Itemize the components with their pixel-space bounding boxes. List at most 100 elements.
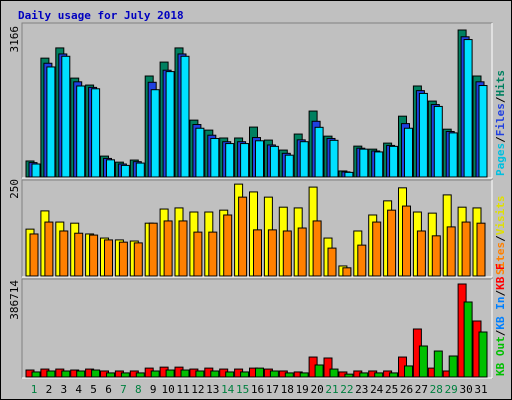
x-tick-label: 30 xyxy=(459,383,472,396)
bar xyxy=(180,55,190,178)
bar xyxy=(418,92,428,178)
bar xyxy=(165,369,175,378)
legend-entry: Visits xyxy=(494,196,507,236)
bar xyxy=(329,139,339,178)
bar xyxy=(76,85,86,178)
x-tick-label: 12 xyxy=(191,383,204,396)
bar xyxy=(238,196,248,277)
bar xyxy=(178,220,188,277)
bar xyxy=(314,126,324,178)
bar xyxy=(240,371,250,378)
bar xyxy=(267,229,277,277)
bar xyxy=(359,148,369,178)
bar xyxy=(269,370,279,378)
x-tick-label: 22 xyxy=(340,383,353,396)
bar xyxy=(416,230,426,277)
bar xyxy=(344,171,354,178)
x-tick-label: 10 xyxy=(161,383,174,396)
bar xyxy=(299,372,309,378)
bar xyxy=(133,242,143,277)
bar xyxy=(180,369,190,378)
bar xyxy=(372,221,382,277)
bar xyxy=(323,357,333,378)
bar xyxy=(299,141,309,178)
bar xyxy=(135,372,145,378)
bar xyxy=(418,345,428,378)
bar xyxy=(297,227,307,277)
bar xyxy=(342,267,352,277)
legend-entry: KB In xyxy=(494,297,507,330)
bar xyxy=(61,55,71,178)
legend-entry: Files xyxy=(494,103,507,136)
x-tick-label: 15 xyxy=(236,383,249,396)
bar xyxy=(150,89,160,178)
y-tick-label: 250 xyxy=(8,179,21,199)
legend-entry: KB Out xyxy=(494,336,507,376)
x-tick-label: 4 xyxy=(75,383,82,396)
bar xyxy=(374,151,384,178)
bar xyxy=(284,372,294,378)
legend: Sites/Visits xyxy=(494,196,507,276)
x-tick-label: 11 xyxy=(176,383,189,396)
bar xyxy=(195,127,205,178)
x-tick-label: 7 xyxy=(120,383,127,396)
bar xyxy=(433,105,443,178)
bar xyxy=(223,214,233,277)
x-tick-label: 16 xyxy=(251,383,264,396)
legend-entry: Hits xyxy=(494,70,507,97)
bar xyxy=(225,371,235,378)
bar xyxy=(91,369,101,378)
bar xyxy=(118,241,128,277)
bar xyxy=(357,244,367,277)
bar xyxy=(478,331,488,378)
bar xyxy=(76,370,86,378)
legend: KB Out/KB In/KB F xyxy=(494,263,507,376)
bar xyxy=(29,233,39,277)
x-tick-label: 9 xyxy=(150,383,157,396)
bar xyxy=(120,372,130,378)
bar xyxy=(195,370,205,378)
bar xyxy=(329,368,339,378)
legend-entry: KB F xyxy=(494,263,507,290)
bar xyxy=(461,221,471,277)
y-tick-label: 3166 xyxy=(8,26,21,53)
bar xyxy=(74,232,84,277)
chart-title: Daily usage for July 2018 xyxy=(18,9,184,22)
x-tick-label: 29 xyxy=(445,383,458,396)
bar xyxy=(255,367,264,378)
bar xyxy=(253,229,262,277)
bar xyxy=(389,145,399,178)
bar xyxy=(46,66,56,178)
x-tick-label: 3 xyxy=(60,383,67,396)
x-tick-label: 14 xyxy=(221,383,235,396)
bar xyxy=(327,247,337,277)
bar xyxy=(210,137,220,178)
legend-separator: / xyxy=(494,96,507,103)
bar xyxy=(44,221,54,277)
x-tick-label: 27 xyxy=(415,383,428,396)
bar xyxy=(31,163,41,178)
bar xyxy=(255,140,264,178)
x-tick-label: 13 xyxy=(206,383,219,396)
x-tick-label: 18 xyxy=(281,383,294,396)
bar xyxy=(374,372,384,378)
bar xyxy=(240,143,250,178)
bar xyxy=(314,364,324,378)
x-tick-label: 2 xyxy=(46,383,53,396)
bar xyxy=(448,132,458,178)
bar xyxy=(148,222,158,277)
bar xyxy=(163,220,173,277)
bar xyxy=(165,71,175,178)
legend-separator: / xyxy=(494,136,507,143)
x-tick-label: 8 xyxy=(135,383,142,396)
x-tick-label: 24 xyxy=(370,383,384,396)
bar xyxy=(463,301,473,378)
legend-separator: / xyxy=(494,329,507,336)
bar xyxy=(150,370,160,378)
x-tick-label: 26 xyxy=(400,383,413,396)
x-tick-label: 25 xyxy=(385,383,398,396)
bar xyxy=(389,372,399,378)
bar xyxy=(478,85,488,178)
legend: Pages/Files/Hits xyxy=(494,70,507,176)
x-tick-label: 21 xyxy=(325,383,338,396)
